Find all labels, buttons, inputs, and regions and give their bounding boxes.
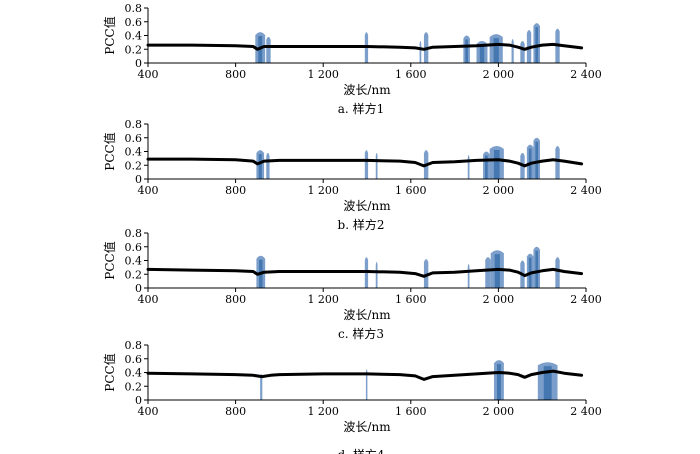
y-tick-label: 0.6	[125, 353, 143, 366]
y-tick-label: 0.4	[125, 30, 143, 43]
y-axis-label: PCC值	[102, 132, 117, 170]
y-tick-label: 0.2	[125, 268, 143, 281]
x-tick-label: 400	[138, 68, 159, 81]
pcc-band-core-3	[496, 364, 501, 400]
x-tick-label: 1 200	[307, 184, 339, 197]
pcc-line	[146, 267, 584, 278]
x-axis-label: 波长/nm	[343, 83, 391, 97]
chart-panel-2: 00.20.40.60.8 400 800 1 200 1 600 2 000 2 400 P…	[102, 118, 602, 232]
x-axis-label: 波长/nm	[343, 199, 391, 213]
y-tick-label: 0.8	[125, 118, 143, 131]
x-tick-label: 800	[225, 184, 246, 197]
y-tick-label: 0.2	[125, 159, 143, 172]
y-tick-label: 0	[135, 394, 142, 407]
pcc-band-4	[419, 41, 422, 63]
panel-caption: c. 样方3	[338, 326, 384, 341]
y-tick-label: 0	[135, 57, 142, 70]
y-tick-label: 0	[135, 173, 142, 186]
y-tick-label: 0.8	[125, 227, 143, 240]
x-tick-label: 800	[225, 68, 246, 81]
pcc-band-core-6	[465, 39, 468, 63]
pcc-band-core-7	[485, 155, 488, 179]
x-tick-label: 400	[138, 184, 159, 197]
pcc-band-10	[520, 41, 525, 63]
y-tick-label: 0.6	[125, 241, 143, 254]
pcc-line	[146, 157, 584, 168]
x-tick-label: 400	[138, 405, 159, 418]
pcc-band-2	[266, 36, 271, 63]
chart-panel-4: 00.20.40.60.8 400 800 1 200 1 600 2 000 2 400 P…	[102, 339, 602, 454]
y-tick-label: 0	[135, 282, 142, 295]
x-tick-label: 1 600	[395, 68, 427, 81]
y-tick-label: 0.8	[125, 339, 143, 352]
x-tick-label: 800	[225, 293, 246, 306]
pcc-band-core-7	[479, 45, 485, 63]
panel-caption: d. 样方4	[338, 447, 385, 454]
pcc-band-core-11	[535, 141, 539, 179]
y-tick-label: 0.6	[125, 16, 143, 29]
y-axis-label: PCC值	[102, 353, 117, 391]
pcc-band-core-10	[535, 250, 539, 288]
y-axis-label: PCC值	[102, 241, 117, 279]
pcc-band-6	[485, 257, 491, 288]
x-tick-label: 2 000	[483, 68, 515, 81]
y-tick-label: 0.4	[125, 255, 143, 268]
x-tick-label: 1 200	[307, 405, 339, 418]
chart-panel-3: 00.20.40.60.8 400 800 1 200 1 600 2 000 2 400 P…	[102, 227, 602, 341]
pcc-line	[146, 42, 584, 51]
panel-caption: b. 样方2	[338, 217, 385, 232]
pcc-band-core-8	[493, 38, 499, 63]
x-axis-label: 波长/nm	[343, 308, 391, 322]
pcc-band-2	[365, 369, 368, 400]
y-tick-label: 0.2	[125, 380, 143, 393]
pcc-band-12	[555, 146, 560, 179]
pcc-band-core-4	[543, 366, 552, 400]
pcc-band-3	[375, 261, 378, 288]
y-tick-label: 0.4	[125, 367, 143, 380]
pcc-band-4	[423, 259, 429, 288]
y-tick-label: 0.2	[125, 43, 143, 56]
pcc-line	[146, 369, 584, 381]
pcc-band-2	[266, 152, 270, 179]
x-axis-label: 波长/nm	[343, 420, 391, 434]
x-tick-label: 1 600	[395, 405, 427, 418]
x-tick-label: 2 400	[570, 68, 602, 81]
y-axis-label: PCC值	[102, 16, 117, 54]
chart-panel-1: 00.20.40.60.8 400 800 1 200 1 600 2 000 2 400 P…	[102, 2, 602, 116]
y-tick-label: 0.4	[125, 146, 143, 159]
x-tick-label: 800	[225, 405, 246, 418]
pcc-band-core-7	[494, 254, 500, 288]
x-tick-label: 1 200	[307, 68, 339, 81]
y-tick-label: 0.8	[125, 2, 143, 15]
x-tick-label: 2 000	[483, 405, 515, 418]
pcc-band-11	[555, 257, 560, 288]
x-tick-label: 1 200	[307, 293, 339, 306]
x-tick-label: 1 600	[395, 184, 427, 197]
pcc-band-9	[511, 38, 514, 63]
x-tick-label: 2 000	[483, 184, 515, 197]
pcc-band-5	[467, 263, 470, 288]
pcc-band-core-8	[493, 150, 500, 179]
pcc-band-6	[467, 154, 470, 179]
x-tick-label: 2 400	[570, 405, 602, 418]
panel-caption: a. 样方1	[338, 101, 384, 116]
x-tick-label: 1 600	[395, 293, 427, 306]
x-tick-label: 2 000	[483, 293, 515, 306]
x-tick-label: 400	[138, 293, 159, 306]
y-tick-label: 0.6	[125, 132, 143, 145]
pcc-band-4	[375, 152, 378, 179]
pcc-band-3	[364, 150, 369, 179]
x-tick-label: 2 400	[570, 184, 602, 197]
x-tick-label: 2 400	[570, 293, 602, 306]
pcc-band-1	[260, 373, 263, 400]
pcc-band-core-1	[258, 154, 262, 179]
